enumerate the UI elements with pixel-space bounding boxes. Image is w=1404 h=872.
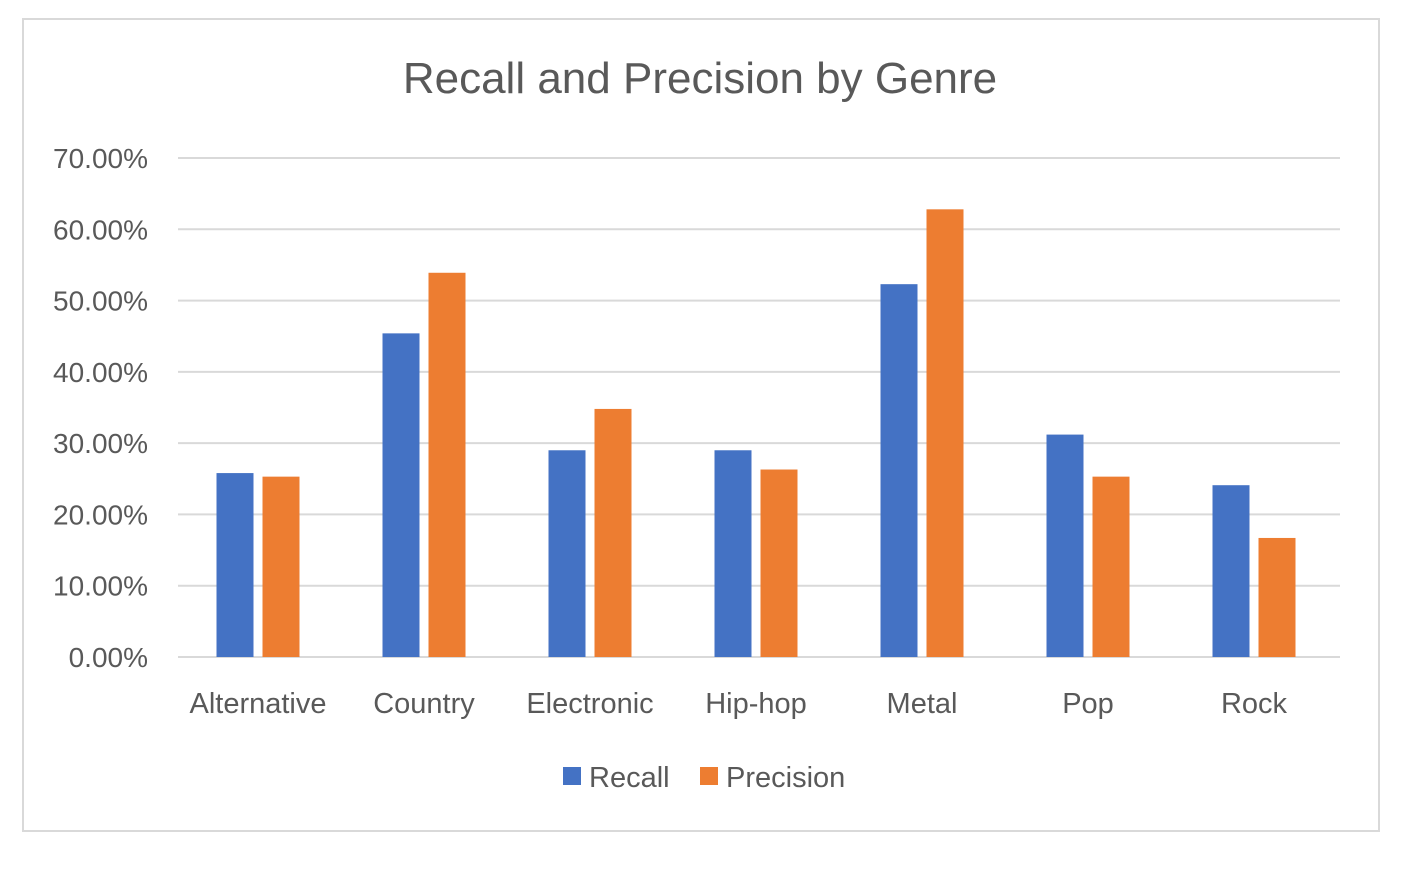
bars [216,209,1296,657]
y-tick-label: 70.00% [53,143,148,174]
legend-label-recall: Recall [589,762,670,794]
gridlines [178,157,1340,658]
legend-swatch-precision [700,767,718,785]
y-tick-label: 30.00% [53,428,148,459]
y-tick-label: 50.00% [53,286,148,317]
x-category-label: Alternative [189,688,326,720]
bar-recall-pop [1046,434,1084,657]
legend-label-precision: Precision [726,762,845,794]
bar-recall-hip-hop [714,450,752,657]
bar-recall-rock [1212,485,1250,657]
y-axis-tick-labels: 0.00% 10.00% 20.00% 30.00% 40.00% 50.00% 60.00… [53,143,148,673]
legend: Recall Precision [563,762,845,794]
y-tick-label: 20.00% [53,499,148,530]
bar-precision-pop [1092,476,1130,657]
x-category-label: Electronic [526,688,653,720]
bar-precision-metal [926,209,964,657]
x-axis-category-labels: Alternative Country Electronic Hip-hop Metal… [189,688,1287,720]
x-category-label: Hip-hop [705,688,807,720]
legend-swatch-recall [563,767,581,785]
x-category-label: Metal [887,688,958,720]
bar-precision-hip-hop [760,469,798,657]
y-tick-label: 0.00% [69,642,148,673]
bar-precision-country [428,272,466,657]
bar-precision-electronic [594,408,632,657]
bar-precision-rock [1258,537,1296,657]
x-category-label: Country [373,688,475,720]
bar-recall-alternative [216,473,254,657]
x-category-label: Rock [1221,688,1288,720]
chart-title: Recall and Precision by Genre [403,54,997,103]
chart-frame [22,18,1380,832]
bar-recall-metal [880,284,918,657]
y-tick-label: 40.00% [53,357,148,388]
bar-recall-country [382,333,420,657]
x-category-label: Pop [1062,688,1114,720]
y-tick-label: 60.00% [53,214,148,245]
bar-recall-electronic [548,450,586,657]
bar-precision-alternative [262,476,300,657]
y-tick-label: 10.00% [53,571,148,602]
